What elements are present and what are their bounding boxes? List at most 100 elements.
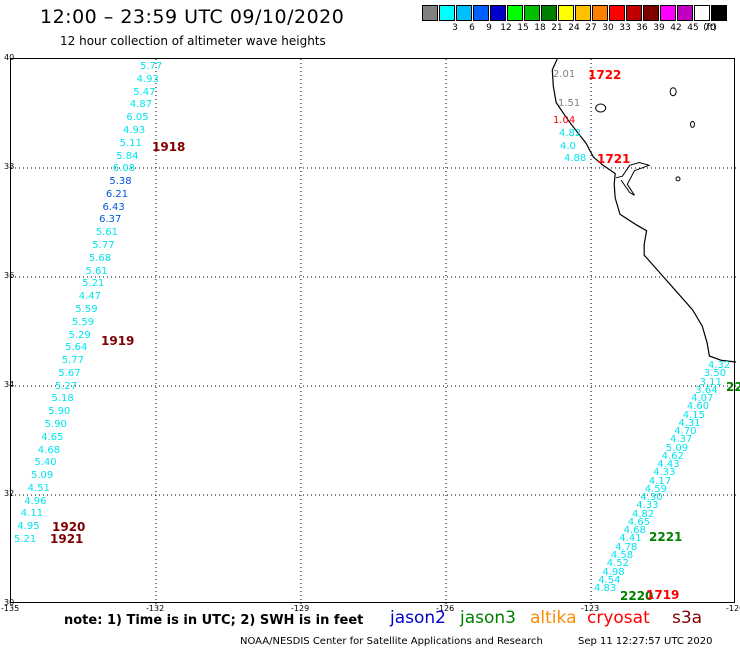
legend-tick-label: 33: [619, 23, 631, 33]
pass-time-label: 1919: [101, 334, 135, 348]
legend-tick-label: 24: [568, 23, 580, 33]
wave-height-value: 4.33: [653, 467, 676, 479]
wave-height-value: 4.78: [615, 541, 638, 553]
satellite-name-jason3: jason3: [460, 608, 516, 628]
longitude-label: -120: [726, 604, 740, 613]
wave-height-value: 4.37: [670, 434, 693, 446]
wave-height-value: 4.15: [682, 409, 705, 421]
wave-height-value: 5.77: [61, 355, 84, 366]
legend-swatch: [524, 5, 540, 21]
latitude-label: 40: [4, 53, 15, 62]
wave-height-value: 4.87: [129, 99, 153, 111]
lake-outline: [595, 103, 607, 113]
pass-time-label: 1921: [50, 532, 84, 546]
wave-height-value: 5.90: [48, 406, 71, 418]
wave-height-value: 4.95: [17, 521, 40, 533]
bay-outline: [615, 161, 651, 196]
credit-line: NOAA/NESDIS Center for Satellite Applica…: [240, 636, 543, 647]
legend-tick-label: 3: [452, 23, 458, 33]
wave-height-value: 5.21: [14, 534, 37, 545]
legend-tick-label: 42: [670, 23, 682, 33]
pass-time-label: 1719: [646, 588, 680, 602]
wave-height-value: 6.43: [102, 201, 125, 213]
legend-swatch: [694, 5, 710, 21]
wave-height-value: 6.05: [126, 112, 149, 124]
wave-height-value: 4.07: [691, 393, 714, 404]
wave-height-map: [10, 58, 736, 604]
wave-height-value: 4.96: [24, 495, 47, 507]
wave-height-value: 5.11: [119, 137, 142, 149]
wave-height-value: 4.52: [606, 558, 629, 570]
pass-time-label: 2220: [620, 589, 654, 603]
wave-height-value: 5.67: [58, 367, 81, 379]
legend-swatch: [626, 5, 642, 21]
legend-swatch: [439, 5, 455, 21]
wave-height-value: 5.47: [133, 86, 156, 98]
pass-time-label: 22: [726, 380, 740, 394]
latitude-label: 38: [4, 162, 15, 171]
wave-height-value: 4.83: [594, 583, 617, 594]
legend-tick-label: 36: [636, 23, 648, 33]
legend-tick-label: 70: [704, 23, 716, 33]
wave-height-value: 4.30: [640, 492, 663, 504]
lake-outline: [690, 120, 695, 128]
latitude-label: 32: [4, 489, 15, 498]
coastline: [551, 59, 736, 363]
legend-tick-label: 39: [653, 23, 665, 33]
wave-height-value: 3.11: [699, 376, 722, 388]
wave-height-value: 5.09: [31, 470, 54, 482]
legend-tick-label: 18: [534, 23, 546, 33]
wave-height-value: 4.65: [41, 431, 64, 443]
wave-height-value: 5.77: [92, 240, 115, 251]
wave-height-value: 5.61: [95, 227, 118, 239]
wave-height-value: 4.58: [610, 550, 634, 561]
legend-tick-label: 12: [500, 23, 512, 33]
wave-height-value: 4.60: [686, 401, 710, 413]
wave-height-value: 1.51: [558, 98, 581, 109]
legend-swatch: [575, 5, 591, 21]
pass-time-label: 1722: [588, 68, 622, 82]
legend-swatch: [456, 5, 472, 21]
wave-height-value: 4.62: [661, 450, 684, 462]
wave-height-value: 5.59: [75, 303, 98, 315]
lake-outline: [669, 87, 677, 97]
wave-height-value: 6.21: [105, 188, 129, 200]
legend-swatch: [473, 5, 489, 21]
wave-height-value: 4.59: [644, 483, 667, 495]
wave-height-value: 5.59: [71, 316, 95, 328]
longitude-label: -132: [146, 604, 165, 613]
legend-swatch: [711, 5, 727, 21]
legend-tick-label: 30: [602, 23, 614, 33]
satellite-name-altika: altika: [530, 608, 577, 628]
wave-height-value: 4.0: [560, 141, 576, 152]
wave-height-value: 3.50: [703, 368, 727, 380]
longitude-label: -123: [581, 604, 600, 613]
legend-tick-label: 6: [469, 23, 475, 33]
wave-height-value: 4.88: [564, 153, 587, 164]
wave-height-value: 5.27: [54, 380, 78, 392]
legend-tick-label: 9: [486, 23, 492, 33]
wave-height-value: 6.37: [99, 214, 122, 226]
legend-swatch: [507, 5, 523, 21]
wave-height-value: 4.93: [123, 124, 146, 136]
longitude-label: -135: [1, 604, 20, 613]
wave-height-value: 4.68: [37, 444, 61, 456]
wave-height-value: 5.09: [665, 442, 689, 454]
wave-height-value: 4.82: [559, 128, 582, 139]
generation-timestamp: Sep 11 12:27:57 UTC 2020: [578, 636, 713, 647]
pass-time-label: 1918: [152, 140, 186, 154]
longitude-label: -129: [291, 604, 310, 613]
wave-height-value: 4.93: [136, 73, 159, 85]
chart-subtitle: 12 hour collection of altimeter wave hei…: [60, 34, 326, 48]
wave-height-value: 4.51: [27, 482, 50, 494]
wave-height-value: 5.77: [140, 61, 163, 72]
satellite-name-s3a: s3a: [672, 608, 703, 628]
wave-height-value: 5.64: [65, 342, 88, 354]
pass-time-label: 1721: [597, 152, 631, 166]
wave-height-value: 4.33: [636, 500, 659, 512]
wave-height-value: 1.04: [553, 115, 576, 126]
legend-swatch: [677, 5, 693, 21]
wave-height-value: 5.29: [68, 329, 91, 341]
wave-height-value: 4.11: [20, 508, 44, 520]
pass-time-label: 2221: [649, 530, 683, 544]
